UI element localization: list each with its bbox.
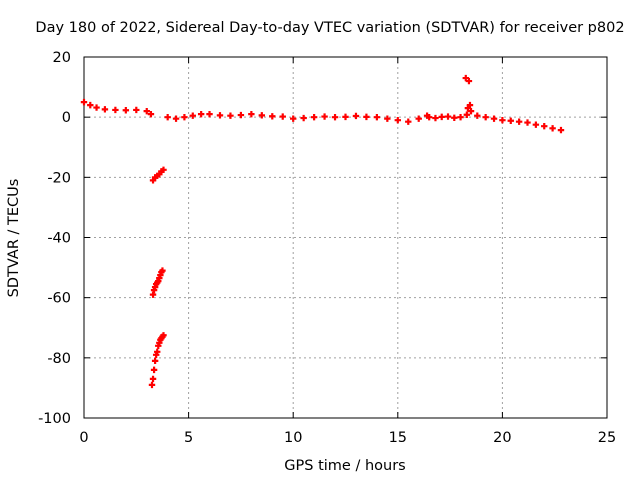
data-point bbox=[122, 107, 130, 114]
data-point bbox=[248, 110, 255, 118]
data-point bbox=[373, 113, 381, 121]
data-point bbox=[557, 126, 565, 134]
data-point bbox=[269, 113, 276, 120]
chart-title: Day 180 of 2022, Sidereal Day-to-day VTE… bbox=[35, 20, 624, 36]
data-point bbox=[457, 113, 464, 121]
series-outliers bbox=[462, 74, 474, 112]
data-point bbox=[363, 113, 370, 121]
data-point bbox=[451, 114, 458, 121]
data-point bbox=[154, 348, 161, 356]
x-tick-label: 10 bbox=[284, 430, 302, 446]
data-point bbox=[93, 104, 100, 111]
x-tick-label: 20 bbox=[493, 430, 511, 446]
data-point bbox=[342, 113, 349, 121]
data-point bbox=[444, 113, 452, 120]
data-point bbox=[438, 113, 445, 121]
data-point bbox=[463, 111, 471, 118]
data-point bbox=[112, 106, 119, 114]
data-point bbox=[515, 118, 523, 125]
data-point bbox=[143, 107, 150, 115]
data-points bbox=[80, 74, 565, 389]
data-point bbox=[394, 116, 401, 124]
series-main-trace bbox=[474, 112, 565, 134]
data-point bbox=[101, 106, 109, 113]
data-point bbox=[405, 118, 412, 125]
data-point bbox=[159, 267, 166, 274]
x-axis-label: GPS time / hours bbox=[284, 458, 405, 474]
y-tick-label: -40 bbox=[47, 231, 71, 247]
data-point bbox=[541, 122, 548, 130]
data-point bbox=[524, 119, 531, 126]
data-point bbox=[549, 125, 556, 132]
data-point bbox=[160, 332, 167, 339]
y-axis-label: SDTVAR / TECUs bbox=[6, 179, 22, 298]
data-point bbox=[425, 113, 433, 121]
data-point bbox=[499, 116, 506, 124]
data-point bbox=[87, 101, 94, 109]
data-point bbox=[490, 115, 498, 122]
data-point bbox=[181, 113, 188, 121]
data-point bbox=[532, 121, 540, 128]
data-point bbox=[151, 357, 159, 365]
data-point bbox=[352, 112, 360, 120]
data-point bbox=[258, 112, 266, 119]
data-point bbox=[432, 114, 439, 122]
data-point bbox=[331, 113, 339, 121]
data-point bbox=[415, 115, 422, 122]
y-tick-label: -80 bbox=[47, 351, 71, 367]
y-tick-label: -20 bbox=[47, 170, 71, 186]
x-tick-label: 15 bbox=[389, 430, 407, 446]
data-point bbox=[189, 112, 196, 119]
data-point bbox=[133, 106, 140, 114]
data-point bbox=[507, 117, 514, 124]
data-point bbox=[227, 112, 234, 119]
data-point bbox=[206, 110, 213, 118]
data-point bbox=[150, 366, 158, 374]
data-point bbox=[482, 113, 489, 121]
y-tick-label: 0 bbox=[62, 110, 71, 126]
data-point bbox=[80, 98, 88, 106]
data-point bbox=[464, 104, 472, 112]
data-point bbox=[172, 115, 180, 122]
data-point bbox=[474, 112, 481, 119]
y-tick-label: -60 bbox=[47, 291, 71, 307]
y-tick-label: -100 bbox=[38, 411, 71, 427]
data-point bbox=[300, 114, 307, 122]
data-point bbox=[384, 115, 391, 122]
x-tick-label: 5 bbox=[184, 430, 193, 446]
series-drop-arc-2 bbox=[149, 267, 166, 298]
data-point bbox=[216, 112, 224, 119]
x-tick-label: 25 bbox=[598, 430, 616, 446]
data-point bbox=[290, 115, 297, 122]
data-point bbox=[148, 381, 156, 389]
data-point bbox=[160, 166, 167, 174]
y-tick-label: 20 bbox=[53, 50, 71, 66]
axis-ticks: 0 5 10 15 20 25 -100 -80 -60 -40 -20 0 20 bbox=[38, 50, 616, 446]
data-point bbox=[237, 111, 245, 119]
series-drop-arc-3 bbox=[148, 332, 167, 389]
data-point bbox=[149, 375, 157, 383]
data-point bbox=[310, 113, 318, 121]
data-point bbox=[197, 110, 205, 118]
data-point bbox=[147, 110, 155, 118]
series-main-trace bbox=[80, 98, 155, 118]
data-point bbox=[321, 113, 328, 120]
data-point bbox=[465, 77, 473, 85]
data-point bbox=[279, 113, 286, 120]
x-tick-label: 0 bbox=[79, 430, 88, 446]
series-drop-arc-1 bbox=[149, 166, 167, 184]
data-point bbox=[164, 113, 171, 121]
